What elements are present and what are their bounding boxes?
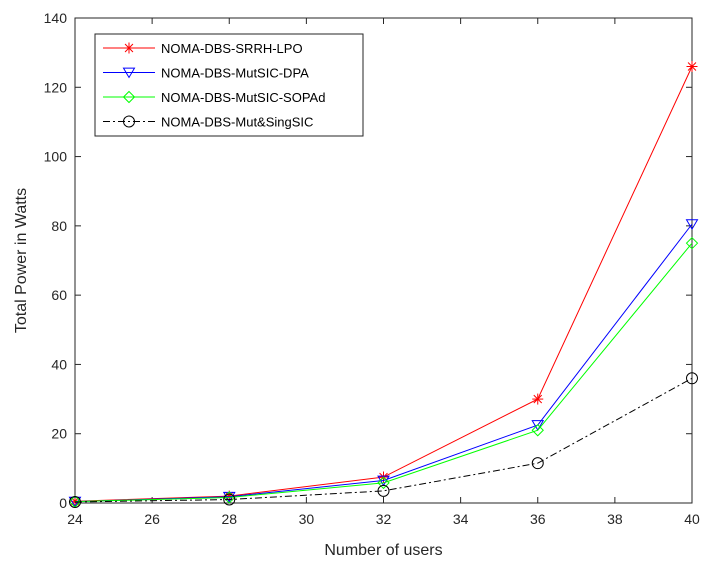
data-point-circle bbox=[69, 495, 81, 508]
legend-entry-label: NOMA-DBS-MutSIC-DPA bbox=[161, 66, 309, 81]
data-point-circle bbox=[123, 115, 135, 128]
y-tick-label: 100 bbox=[44, 149, 68, 165]
data-point-triangle-down bbox=[122, 67, 136, 79]
legend-entry-label: NOMA-DBS-MutSIC-SOPAd bbox=[161, 90, 325, 105]
x-tick-label: 30 bbox=[299, 511, 315, 527]
series-line-3 bbox=[74, 242, 693, 503]
y-tick-label: 20 bbox=[51, 426, 67, 442]
data-point-asterisk bbox=[686, 61, 698, 72]
data-point-asterisk bbox=[123, 42, 135, 54]
legend-entry-label: NOMA-DBS-SRRH-LPO bbox=[161, 41, 303, 56]
x-tick-label: 38 bbox=[607, 511, 623, 527]
legend: NOMA-DBS-SRRH-LPO NOMA-DBS-MutSIC-DPA NOMA… bbox=[94, 33, 364, 137]
x-tick-label: 24 bbox=[67, 511, 83, 527]
x-tick-label: 28 bbox=[221, 511, 237, 527]
x-tick-label: 36 bbox=[530, 511, 546, 527]
y-tick-label: 40 bbox=[51, 356, 67, 372]
x-tick-label: 40 bbox=[684, 511, 700, 527]
data-point-circle bbox=[377, 484, 390, 497]
x-axis-label: Number of users bbox=[324, 542, 442, 559]
legend-box bbox=[94, 33, 364, 137]
y-tick-label: 60 bbox=[51, 287, 67, 303]
data-point-asterisk bbox=[532, 393, 544, 405]
y-tick-label: 140 bbox=[44, 10, 68, 26]
y-axis-label: Total Power in Watts bbox=[13, 188, 30, 333]
y-tick-label: 80 bbox=[51, 218, 67, 234]
legend-entry-label: NOMA-DBS-Mut&SingSIC bbox=[161, 115, 313, 130]
data-point-diamond bbox=[685, 236, 699, 250]
data-point-circle bbox=[686, 372, 698, 385]
data-point-diamond bbox=[377, 476, 390, 490]
data-point-diamond bbox=[122, 90, 136, 104]
data-point-triangle-down bbox=[531, 420, 545, 431]
y-tick-label: 0 bbox=[59, 495, 67, 511]
data-point-circle bbox=[223, 493, 236, 506]
x-tick-label: 26 bbox=[144, 511, 160, 527]
x-tick-label: 32 bbox=[376, 511, 392, 527]
data-point-circle bbox=[531, 457, 544, 470]
data-point-triangle-down bbox=[685, 219, 699, 231]
data-point-diamond bbox=[531, 424, 544, 437]
y-tick-label: 120 bbox=[44, 79, 68, 95]
x-tick-label: 34 bbox=[453, 511, 469, 527]
